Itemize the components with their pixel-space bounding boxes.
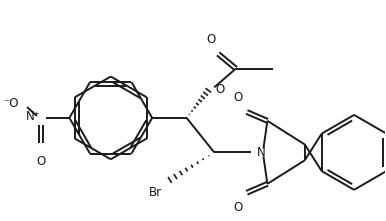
Text: N: N	[257, 146, 265, 159]
Text: O: O	[233, 201, 242, 214]
Text: ⁻O: ⁻O	[3, 97, 19, 110]
Text: O: O	[215, 83, 224, 96]
Text: Br: Br	[149, 186, 162, 199]
Text: O: O	[233, 91, 242, 104]
Text: O: O	[36, 155, 46, 168]
Text: N⁺: N⁺	[26, 110, 41, 123]
Text: O: O	[207, 33, 216, 46]
